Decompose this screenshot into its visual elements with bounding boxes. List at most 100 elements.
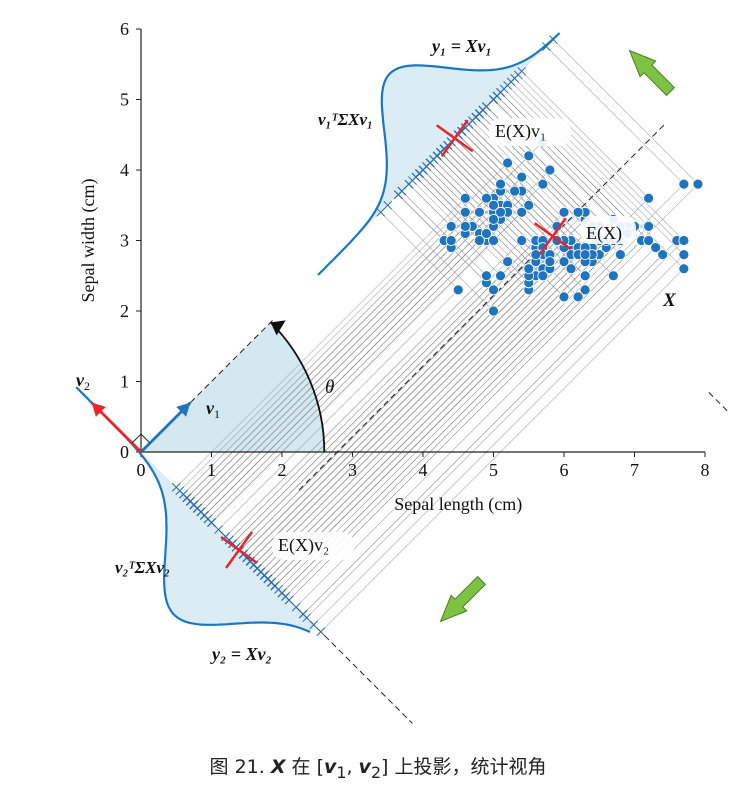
projection-line-v1 xyxy=(387,205,494,312)
var1-label: v₁ᵀΣXv₁ xyxy=(318,110,373,129)
v2-arrow-head xyxy=(91,402,106,417)
projection-line-v1 xyxy=(380,212,459,291)
caption-x: X xyxy=(270,756,286,778)
data-point xyxy=(495,270,506,282)
data-point xyxy=(481,270,492,282)
projection-line-v2 xyxy=(246,240,565,558)
data-point xyxy=(509,185,521,197)
projection-line-v2 xyxy=(183,226,452,495)
projection-line-v2 xyxy=(267,226,621,580)
projection-line-v1 xyxy=(412,180,466,234)
data-point xyxy=(650,242,662,253)
data-point xyxy=(544,256,556,268)
mean-v1-label-bg xyxy=(489,118,571,146)
projection-line-v2 xyxy=(264,240,600,576)
projection-line-v2 xyxy=(228,261,508,541)
data-point xyxy=(495,178,506,190)
projection-line-v2 xyxy=(200,219,494,513)
y2-label: y₂ = Xv₂ xyxy=(210,644,272,664)
projection-line-v2 xyxy=(271,240,614,583)
density-curve-v1 xyxy=(317,32,561,276)
projected-mark-v1 xyxy=(376,207,386,217)
projection-line-v2 xyxy=(285,183,699,597)
data-point xyxy=(502,157,514,169)
x-tick-label: 8 xyxy=(701,460,710,480)
projection-line-v1 xyxy=(496,95,628,227)
x-axis-label: Sepal length (cm) xyxy=(394,494,522,515)
projection-line-v1 xyxy=(507,85,649,227)
projected-mark-v1 xyxy=(496,88,505,97)
theta-wedge-fill xyxy=(141,322,325,452)
caption-comma: , xyxy=(346,756,359,778)
projection-line-v2 xyxy=(320,268,685,632)
data-point xyxy=(523,263,535,275)
projection-line-v2 xyxy=(218,289,459,530)
data-point xyxy=(530,249,542,261)
projection-line-v2 xyxy=(204,240,480,516)
y1-label: y₁ = Xv₁ xyxy=(430,36,492,56)
data-point xyxy=(516,171,528,183)
mean-v1-marker xyxy=(440,119,469,158)
data-point xyxy=(678,235,690,246)
data-point xyxy=(657,249,669,261)
data-point xyxy=(452,284,464,296)
projection-line-v1 xyxy=(472,120,565,213)
caption-mid: 在 [ xyxy=(285,756,324,778)
data-point xyxy=(544,164,556,176)
axes-layer xyxy=(136,28,706,457)
projection-line-v1 xyxy=(468,123,593,248)
caption-v1: v xyxy=(323,756,337,778)
green-arrow-up xyxy=(628,49,676,97)
x-tick-label: 2 xyxy=(278,460,287,480)
data-point xyxy=(537,178,549,190)
data-point xyxy=(643,192,654,204)
data-point xyxy=(459,192,471,204)
data-point xyxy=(481,192,492,204)
projection-line-v1 xyxy=(553,39,699,185)
var2-label: v₂ᵀΣXv₂ xyxy=(115,558,170,577)
projected-mark-v1 xyxy=(397,186,407,196)
caption-suffix: ] 上投影，统计视角 xyxy=(381,756,547,778)
figure-caption: 图 21. X 在 [v1, v2] 上投影，统计视角 xyxy=(0,752,756,782)
data-point xyxy=(558,291,570,303)
projected-mark-v1 xyxy=(513,70,523,80)
v1-label: v1 xyxy=(206,398,220,421)
y-tick-label: 3 xyxy=(120,231,129,251)
x-tick-label: 7 xyxy=(630,460,639,480)
projection-line-v2 xyxy=(257,233,593,569)
projection-line-v1 xyxy=(401,190,487,276)
projection-line-v2 xyxy=(250,261,551,562)
projection-line-v2 xyxy=(239,212,579,551)
projection-line-v1 xyxy=(510,81,685,255)
projection-line-v2 xyxy=(313,254,685,625)
projection-line-v2 xyxy=(190,226,466,502)
labels-layer: 0 1 2 3 4 5 6 7 8 0 1 2 3 4 5 6 Sepal length (cm) Sepal w… xyxy=(76,19,710,664)
projection-line-v2 xyxy=(243,240,558,555)
data-point xyxy=(481,228,492,239)
data-point xyxy=(523,150,535,162)
data-point xyxy=(615,249,626,261)
projected-mark-v2 xyxy=(309,620,319,630)
projection-line-v2 xyxy=(302,254,663,615)
data-point xyxy=(523,199,535,211)
projected-mark-v2 xyxy=(270,581,280,591)
caption-sub2: 2 xyxy=(370,762,382,782)
x-tick-label: 0 xyxy=(137,460,146,480)
projection-line-v2 xyxy=(179,162,508,491)
data-point xyxy=(565,263,577,275)
projected-mark-v2 xyxy=(260,571,269,580)
y-axis-label: Sepal width (cm) xyxy=(78,179,99,303)
data-point xyxy=(678,249,690,261)
x-tick-label: 5 xyxy=(489,460,498,480)
projection-line-v1 xyxy=(546,46,685,185)
mean-v2-label: E(X)v₂ xyxy=(278,535,329,556)
projected-mark-v1 xyxy=(503,81,512,90)
data-point xyxy=(473,235,485,246)
projection-line-v1 xyxy=(517,74,685,241)
projection-line-v2 xyxy=(306,240,685,618)
mean-v2-marker xyxy=(224,531,254,569)
data-point xyxy=(643,235,654,246)
projection-line-v1 xyxy=(454,138,558,241)
v1-arrow-head xyxy=(176,402,191,417)
y-tick-label: 1 xyxy=(120,372,129,392)
